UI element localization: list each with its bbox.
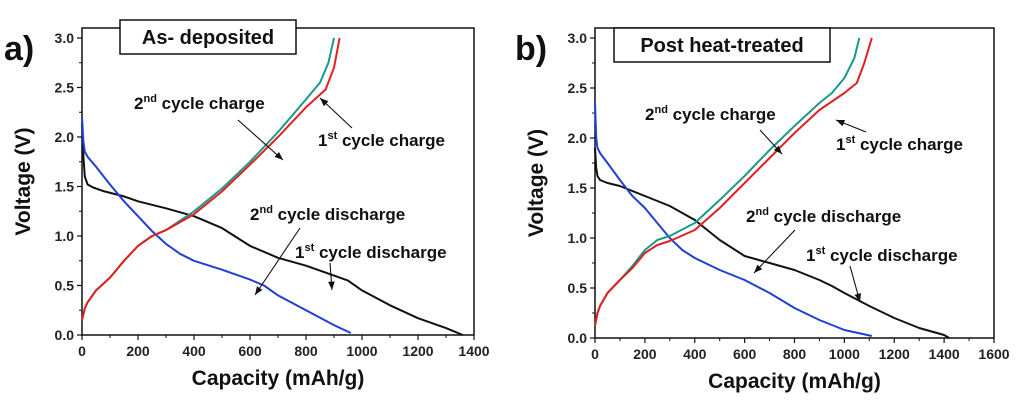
series-line-2nd-cycle-charge	[81, 37, 335, 321]
y-axis-label: Voltage (V)	[12, 127, 35, 235]
chart-panel-a: 0 200 400 600 800 1000 1200 1400 0.0 0.5 1.0 1.5 2.0…	[4, 19, 490, 390]
series-line-2nd-cycle-discharge	[81, 117, 352, 334]
y-tick-label: 2.5	[568, 80, 588, 96]
series-line-2nd-cycle-charge	[594, 37, 861, 327]
x-tick-label: 1000	[346, 343, 377, 359]
annotation-arrow-head	[836, 120, 845, 127]
annotation-label: 1st cycle charge	[836, 134, 963, 154]
annotation-number: 1	[295, 243, 304, 262]
plot-frame	[81, 27, 475, 336]
x-tick-label: 1200	[402, 343, 433, 359]
annotation-arrow-head	[854, 293, 861, 302]
annotation-number: 2	[250, 205, 259, 224]
annotation-label: 2nd cycle charge	[645, 104, 776, 124]
x-tick-label: 1600	[978, 346, 1009, 362]
x-tick-label: 600	[733, 346, 757, 362]
annotation-label: 2nd cycle charge	[134, 93, 265, 113]
annotation-number: 2	[134, 94, 143, 113]
x-tick-label: 1000	[829, 346, 860, 362]
x-tick-label: 600	[238, 343, 262, 359]
y-tick-label: 1.5	[568, 180, 588, 196]
annotation-number: 1	[806, 246, 815, 265]
annotation-arrow-line	[237, 119, 284, 161]
series-line-1st-cycle-charge	[594, 37, 873, 327]
y-tick-label: 0.0	[568, 330, 588, 346]
x-tick-label: 0	[78, 343, 86, 359]
y-tick-label: 1.5	[55, 179, 75, 195]
annotation-text: cycle discharge	[825, 246, 957, 265]
annotation-arrow-head	[320, 98, 329, 107]
panel-label: b)	[515, 30, 547, 68]
series-line-1st-cycle-discharge	[81, 122, 464, 336]
plot-frame	[594, 27, 995, 339]
x-axis-label: Capacity (mAh/g)	[192, 367, 365, 390]
annotation-superscript: nd	[755, 206, 768, 218]
x-tick-label: 800	[294, 343, 318, 359]
x-tick-label: 200	[633, 346, 657, 362]
annotation-label: 2nd cycle discharge	[746, 206, 901, 226]
y-tick-label: 3.0	[55, 30, 75, 46]
annotation-label: 2nd cycle discharge	[250, 204, 405, 224]
annotation-text: cycle charge	[157, 94, 265, 113]
annotation-superscript: st	[327, 130, 337, 142]
y-tick-label: 0.5	[55, 278, 75, 294]
annotation-arrow-line	[753, 229, 796, 274]
annotation-arrow-head	[274, 152, 283, 160]
y-tick-label: 1.0	[568, 230, 588, 246]
x-tick-label: 1200	[879, 346, 910, 362]
annotation-text: cycle charge	[855, 135, 963, 154]
x-tick-label: 0	[591, 346, 599, 362]
y-axis-label: Voltage (V)	[525, 129, 548, 237]
annotation-text: cycle charge	[668, 105, 776, 124]
annotation-label: 1st cycle discharge	[806, 245, 958, 265]
chart-panel-b: 0 200 400 600 800 1000 1200 1400 1600 0.0 0.5 1.0 1.…	[515, 27, 1010, 393]
x-tick-label: 1400	[929, 346, 960, 362]
annotation-superscript: st	[815, 245, 825, 257]
y-tick-label: 2.0	[55, 129, 75, 145]
title-box	[613, 27, 831, 63]
x-tick-label: 200	[126, 343, 150, 359]
x-axis-label: Capacity (mAh/g)	[708, 370, 881, 393]
annotation-superscript: nd	[654, 104, 667, 116]
y-tick-label: 3.0	[568, 30, 588, 46]
annotation-superscript: nd	[259, 204, 272, 216]
y-tick-label: 0.5	[568, 280, 588, 296]
panel-label: a)	[4, 30, 34, 68]
y-tick-label: 1.0	[55, 228, 75, 244]
y-tick-label: 2.5	[55, 80, 75, 96]
series-line-1st-cycle-discharge	[594, 147, 950, 339]
annotation-number: 2	[746, 207, 755, 226]
annotation-number: 1	[836, 135, 845, 154]
annotation-label: 1st cycle charge	[318, 130, 445, 150]
x-tick-label: 400	[182, 343, 206, 359]
annotation-arrow-head	[328, 281, 335, 290]
annotation-arrow-head	[773, 145, 782, 154]
y-tick-label: 0.0	[55, 327, 75, 343]
annotation-superscript: st	[845, 134, 855, 146]
x-tick-label: 400	[683, 346, 707, 362]
annotation-arrow-head	[754, 264, 763, 273]
series-line-1st-cycle-charge	[81, 37, 341, 321]
annotation-text: cycle discharge	[314, 243, 446, 262]
annotation-superscript: nd	[143, 93, 156, 105]
chart-title: As- deposited	[142, 27, 274, 49]
annotation-text: cycle discharge	[273, 205, 405, 224]
annotation-number: 1	[318, 131, 327, 150]
annotation-number: 2	[645, 105, 654, 124]
series-line-2nd-cycle-discharge	[594, 102, 873, 337]
annotation-text: cycle discharge	[769, 207, 901, 226]
annotation-text: cycle charge	[337, 131, 445, 150]
y-tick-label: 2.0	[568, 130, 588, 146]
annotation-arrow-head	[255, 286, 263, 295]
annotation-superscript: st	[304, 242, 314, 254]
title-box	[119, 19, 297, 55]
chart-title: Post heat-treated	[640, 35, 803, 57]
annotation-label: 1st cycle discharge	[295, 242, 447, 262]
x-tick-label: 800	[783, 346, 807, 362]
x-tick-label: 1400	[458, 343, 489, 359]
annotation-arrow-line	[254, 227, 301, 296]
